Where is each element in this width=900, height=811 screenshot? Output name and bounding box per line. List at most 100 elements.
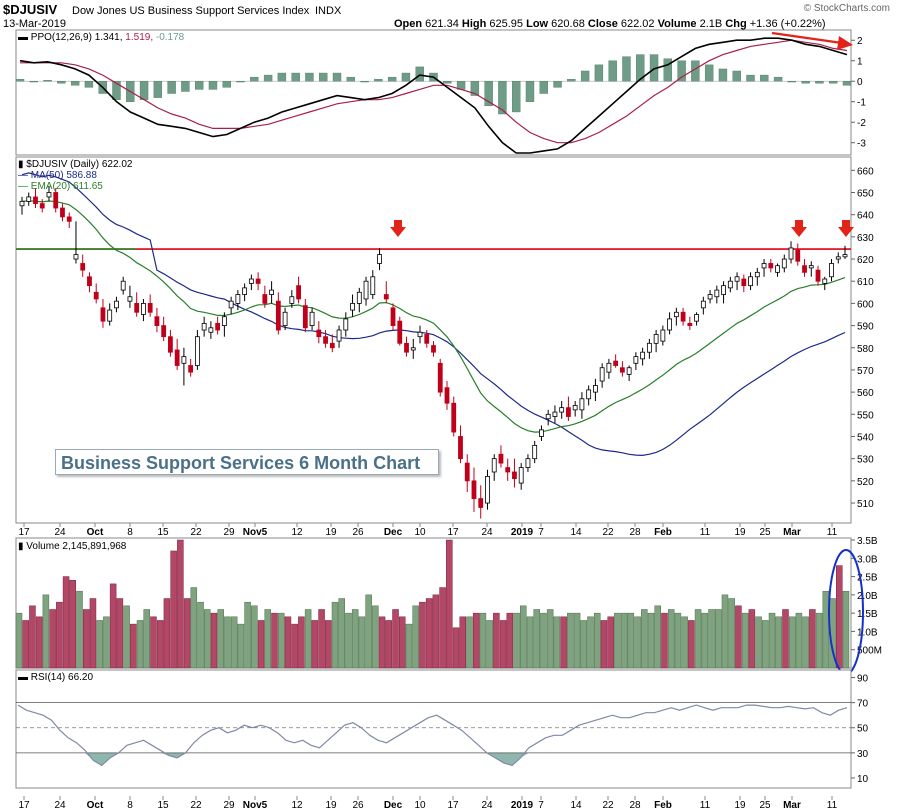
- price-axis-tick-label: 630: [857, 233, 874, 244]
- candle-body: [161, 325, 167, 338]
- candle-body: [815, 269, 821, 282]
- candle-body: [471, 480, 477, 500]
- xaxis-top-label: 10: [414, 527, 426, 538]
- volume-bar: [506, 612, 514, 669]
- volume-bar: [809, 609, 816, 669]
- quote-line: Open 621.34 High 625.95 Low 620.68 Close…: [394, 18, 826, 30]
- volume-bar: [641, 609, 648, 669]
- candle-body: [802, 265, 807, 273]
- xaxis-top-label: 22: [190, 527, 202, 538]
- xaxis-top-label: 15: [157, 527, 169, 538]
- volume-bar: [163, 598, 171, 669]
- xaxis-bottom-label: 11: [827, 800, 838, 811]
- xaxis-top-label: 7: [538, 527, 544, 538]
- volume-bar: [715, 609, 722, 669]
- candle-body: [761, 263, 767, 269]
- xaxis-top-label: Feb: [654, 527, 672, 538]
- volume-bar: [419, 601, 426, 669]
- candle-body: [444, 387, 450, 404]
- ppo-axis-tick-label: -2: [857, 118, 866, 129]
- volume-axis-tick-label: 1.5B: [857, 609, 878, 620]
- ppo-histogram-bar: [167, 81, 176, 94]
- candle-body: [599, 367, 605, 382]
- volume-bar: [472, 612, 480, 669]
- candle-body: [296, 285, 301, 300]
- candle-body: [168, 336, 173, 353]
- price-axis-tick-label: 510: [857, 499, 874, 510]
- xaxis-top-label: Mar: [783, 527, 801, 538]
- rsi-axis-tick-label: 90: [857, 674, 869, 685]
- volume-bar: [654, 605, 661, 669]
- price-axis-tick-label: 540: [857, 432, 874, 443]
- xaxis-bottom-label: 17: [447, 800, 459, 811]
- ppo-histogram-bar: [29, 81, 38, 83]
- volume-bar: [802, 616, 809, 669]
- candle-body: [619, 367, 625, 373]
- volume-bar: [600, 620, 608, 669]
- candle-body: [127, 296, 133, 302]
- volume-bar: [304, 609, 312, 669]
- ppo-histogram-bar: [636, 54, 645, 82]
- candle-body: [768, 263, 774, 269]
- volume-bar: [109, 583, 117, 669]
- candle-body: [329, 342, 335, 349]
- volume-bar: [103, 616, 110, 669]
- volume-bar: [217, 609, 224, 669]
- volume-bar: [708, 609, 715, 669]
- xaxis-bottom-label: Oct: [87, 800, 104, 811]
- volume-bar: [156, 620, 164, 669]
- candle-body: [673, 311, 679, 318]
- xaxis-bottom-label: Nov5: [243, 800, 268, 811]
- candle-body: [26, 196, 32, 202]
- price-axis-tick-label: 530: [857, 455, 874, 466]
- candle-body: [694, 314, 699, 322]
- candle-body: [525, 458, 531, 468]
- price-axis-tick-label: 570: [857, 366, 874, 377]
- candle-body: [316, 329, 322, 338]
- volume-bar: [573, 612, 581, 669]
- volume-bar: [634, 616, 641, 669]
- volume-bar: [768, 612, 776, 669]
- ppo-histogram-bar: [608, 60, 617, 82]
- volume-bar: [331, 601, 339, 669]
- ppo-histogram-bar: [567, 78, 576, 82]
- price-axis-tick-label: 550: [857, 410, 874, 421]
- volume-bar: [82, 609, 90, 669]
- volume-bar: [197, 601, 204, 669]
- date-label: 13-Mar-2019: [3, 18, 66, 30]
- candle-body: [518, 467, 524, 484]
- volume-bar: [755, 616, 762, 669]
- candle-body: [842, 254, 848, 258]
- volume-bar: [56, 601, 63, 669]
- candle-body: [485, 476, 490, 504]
- ppo-histogram-bar: [57, 81, 66, 84]
- candle-body: [194, 336, 200, 366]
- candle-body: [754, 271, 760, 278]
- xaxis-top-label: 19: [325, 527, 337, 538]
- candle-body: [559, 407, 565, 413]
- xaxis-bottom-label: 28: [629, 800, 641, 811]
- volume-bar: [721, 594, 729, 669]
- rsi-legend: ▬ RSI(14) 66.20: [18, 672, 93, 683]
- volume-bar: [701, 612, 709, 669]
- price-axis-tick-label: 640: [857, 211, 874, 222]
- volume-bar: [513, 612, 520, 669]
- rsi-axis-tick-label: 50: [857, 724, 869, 735]
- candle-body: [795, 249, 801, 262]
- candle-body: [512, 471, 517, 480]
- xaxis-top-label: 26: [352, 527, 364, 538]
- candle-body: [120, 280, 126, 291]
- volume-bar: [351, 609, 359, 669]
- ppo-histogram-bar: [222, 81, 231, 88]
- volume-bar: [230, 616, 238, 669]
- volume-bar: [365, 594, 372, 669]
- ppo-histogram-bar: [663, 58, 673, 82]
- candle-body: [343, 318, 349, 331]
- exchange-label: INDX: [315, 5, 342, 17]
- ppo-axis-tick-label: -1: [857, 98, 866, 109]
- chart-overlay-title: Business Support Services 6 Month Chart: [55, 449, 439, 475]
- price-axis-tick-label: 610: [857, 277, 874, 288]
- volume-bar: [69, 579, 77, 669]
- rsi-axis-tick-label: 10: [857, 774, 869, 785]
